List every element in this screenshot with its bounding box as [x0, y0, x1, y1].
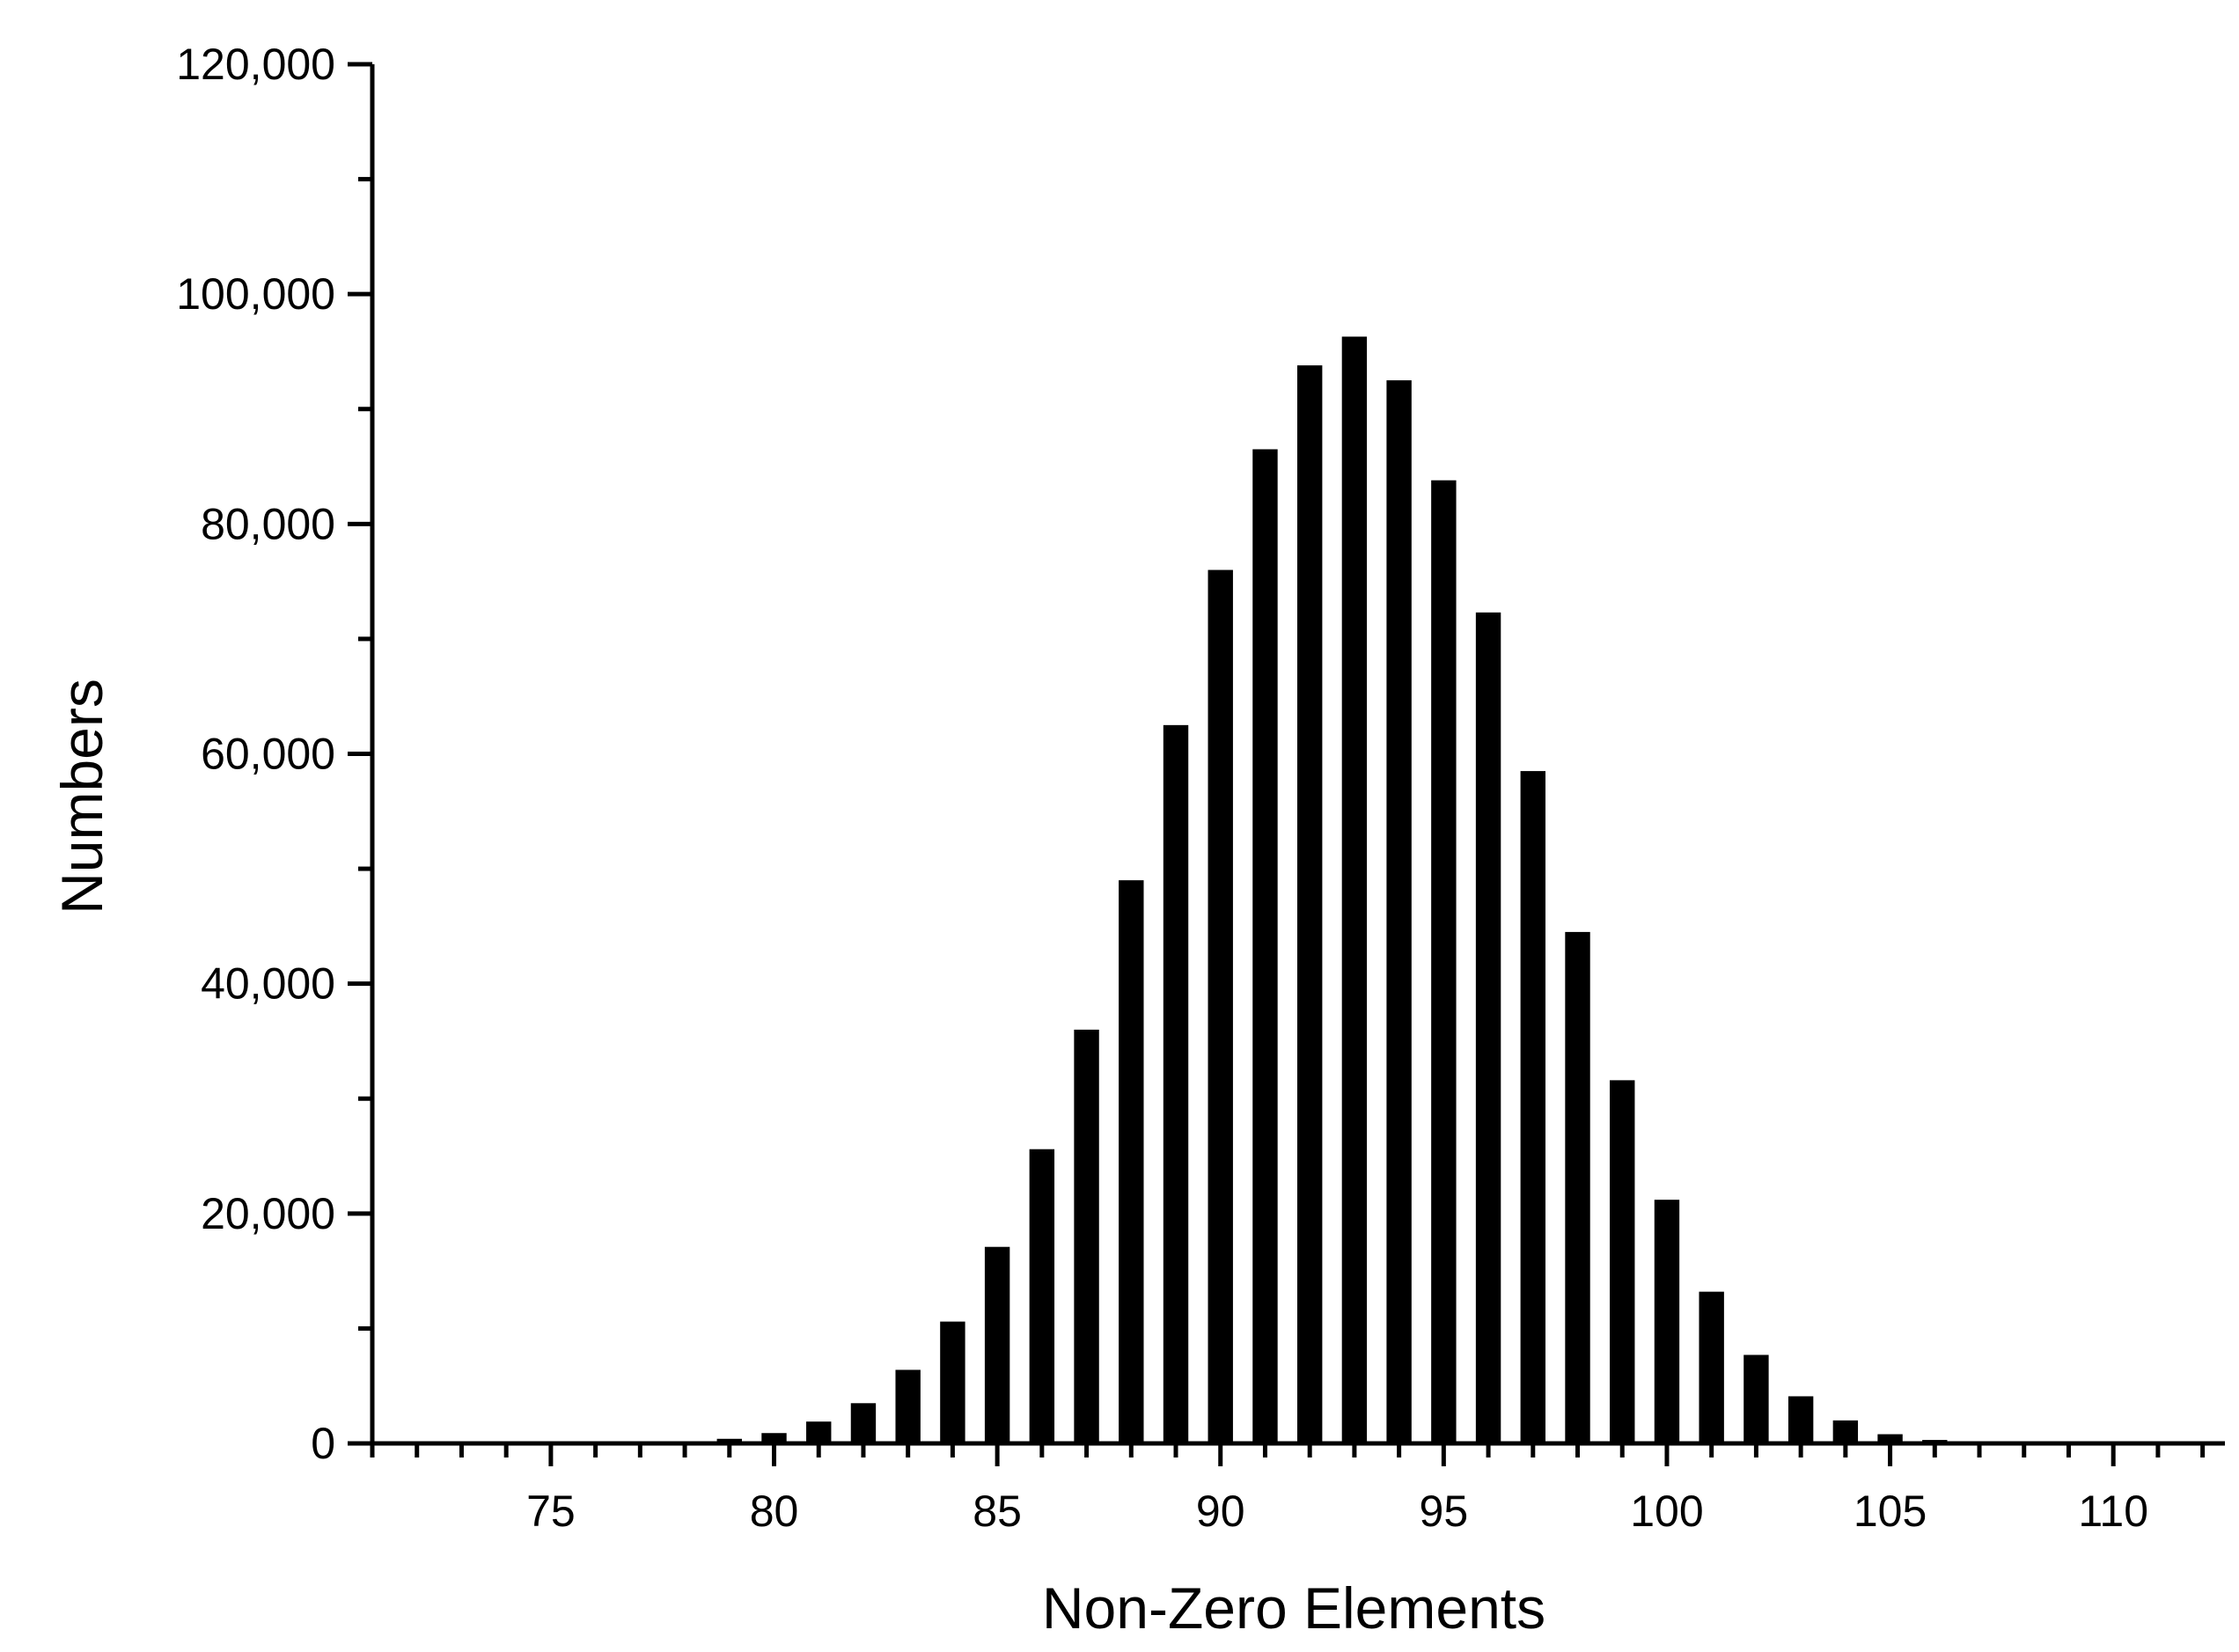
y-tick-label-20000: 20,000 [201, 1189, 335, 1238]
x-tick-label-80: 80 [750, 1487, 799, 1536]
bar-83 [895, 1369, 921, 1443]
bar-94 [1386, 380, 1412, 1444]
y-tick-label-60000: 60,000 [201, 730, 335, 779]
y-tick-label-100000: 100,000 [176, 269, 335, 319]
bar-93 [1341, 336, 1368, 1444]
axes-layer [348, 62, 2225, 1466]
x-tick-label-85: 85 [973, 1487, 1022, 1536]
bar-87 [1074, 1029, 1099, 1443]
x-axis-title: Non-Zero Elements [1042, 1575, 1545, 1641]
bar-79 [716, 1438, 742, 1443]
y-axis-title: Numbers [49, 679, 114, 914]
bar-98 [1565, 931, 1590, 1443]
bar-92 [1296, 365, 1323, 1443]
y-tick-label-40000: 40,000 [201, 959, 335, 1009]
bar-99 [1610, 1080, 1635, 1443]
bar-89 [1163, 724, 1189, 1443]
x-tick-label-110: 110 [2078, 1487, 2148, 1536]
y-tick-label-80000: 80,000 [201, 499, 335, 548]
labels-layer: Non-Zero Elements Numbers 75 80 85 90 95 100 1… [49, 40, 2148, 1641]
bar-85 [984, 1246, 1010, 1443]
bar-96 [1475, 612, 1501, 1443]
bar-105 [1877, 1434, 1903, 1443]
bar-95 [1431, 480, 1457, 1444]
bar-90 [1208, 569, 1233, 1443]
x-tick-label-90: 90 [1196, 1487, 1245, 1536]
x-tick-label-95: 95 [1420, 1487, 1469, 1536]
bar-80 [761, 1433, 787, 1443]
bar-97 [1520, 771, 1545, 1443]
bar-102 [1743, 1355, 1769, 1443]
bar-104 [1832, 1420, 1859, 1443]
x-tick-label-75: 75 [526, 1487, 576, 1536]
x-tick-label-105: 105 [1854, 1487, 1927, 1536]
bar-100 [1654, 1200, 1680, 1443]
y-tick-label-120000: 120,000 [176, 40, 335, 89]
bar-81 [806, 1421, 832, 1443]
bar-103 [1788, 1396, 1814, 1443]
bar-101 [1699, 1291, 1724, 1443]
bar-88 [1119, 880, 1144, 1443]
bar-84 [940, 1321, 965, 1443]
bar-82 [850, 1403, 877, 1443]
bar-91 [1252, 449, 1278, 1444]
bars-layer [672, 336, 1993, 1444]
y-tick-label-0: 0 [311, 1419, 335, 1468]
x-tick-label-100: 100 [1630, 1487, 1703, 1536]
bar-86 [1029, 1149, 1055, 1443]
